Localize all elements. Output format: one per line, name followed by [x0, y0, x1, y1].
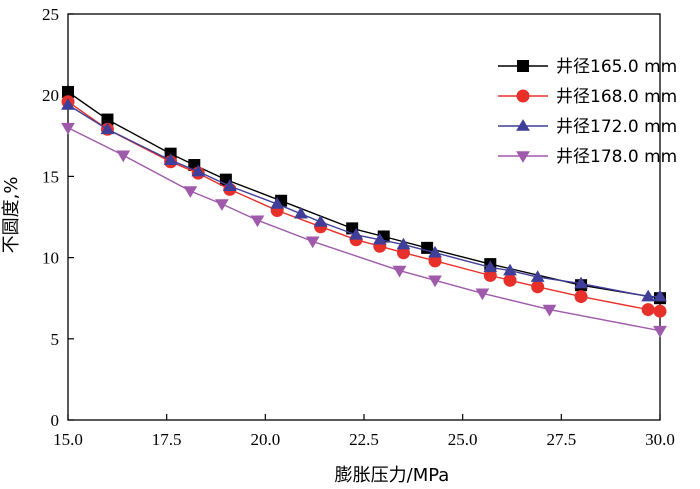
- data-point-triangle-up: [222, 179, 237, 191]
- x-tick-label: 25.0: [448, 430, 478, 449]
- data-point-triangle-up: [503, 263, 517, 276]
- y-tick-label: 5: [51, 330, 60, 349]
- y-tick-label: 20: [42, 86, 59, 105]
- data-point-triangle-down: [183, 186, 198, 198]
- data-point-triangle-down: [215, 199, 229, 211]
- y-axis-title: 不圆度,%: [1, 177, 22, 254]
- series-line: [67, 104, 660, 298]
- series-4: [61, 122, 667, 338]
- data-point-triangle-up: [191, 164, 206, 177]
- legend-label: 井径178.0 mm: [556, 147, 677, 167]
- y-tick-label: 10: [42, 249, 59, 268]
- data-point-circle: [516, 89, 530, 103]
- data-point-triangle-up: [349, 227, 364, 240]
- data-point-triangle-down: [653, 325, 667, 338]
- data-point-circle: [641, 303, 655, 317]
- x-tick-label: 17.5: [152, 430, 182, 449]
- data-point-circle: [396, 246, 410, 260]
- data-point-circle: [574, 290, 588, 304]
- x-tick-label: 22.5: [349, 430, 379, 449]
- data-point-triangle-up: [653, 289, 667, 302]
- legend: 井径165.0 mm 井径168.0 mm 井径172.0 mm 井径178.0 mm: [498, 57, 677, 167]
- data-point-triangle-up: [61, 98, 75, 110]
- data-point-triangle-down: [428, 275, 442, 288]
- data-point-circle: [483, 268, 497, 282]
- data-point-triangle-up: [396, 237, 411, 250]
- data-point-triangle-up: [641, 289, 656, 302]
- data-point-triangle-up: [530, 270, 545, 282]
- y-tick-label: 0: [51, 411, 60, 430]
- x-tick-label: 20.0: [250, 430, 280, 449]
- x-axis-title: 膨胀压力/MPa: [335, 465, 450, 486]
- series-layer: [61, 85, 667, 338]
- data-point-triangle-down: [250, 215, 265, 228]
- data-point-square: [62, 85, 74, 98]
- data-point-triangle-up: [483, 260, 498, 273]
- series-line: [67, 91, 661, 299]
- data-point-circle: [428, 254, 442, 268]
- data-point-triangle-up: [428, 245, 442, 258]
- data-point-triangle-down: [116, 150, 131, 163]
- legend-label: 井径165.0 mm: [556, 57, 677, 77]
- data-point-triangle-down: [542, 304, 557, 317]
- x-tick-label: 30.0: [645, 430, 675, 449]
- data-point-circle: [653, 304, 667, 318]
- axes: 15.0 17.5 20.0 22.5 25.0 27.5 30.0 0 5 10 15 20 25: [42, 5, 675, 449]
- x-tick-label: 15.0: [53, 430, 83, 449]
- y-tick-label: 15: [42, 167, 59, 186]
- legend-label: 井径172.0 mm: [556, 117, 677, 137]
- data-point-triangle-down: [61, 122, 75, 135]
- legend-label: 井径168.0 mm: [556, 87, 677, 107]
- data-point-circle: [531, 280, 545, 294]
- legend-entry: 井径168.0 mm: [498, 87, 677, 107]
- data-point-triangle-down: [392, 265, 407, 278]
- data-point-triangle-down: [516, 151, 530, 163]
- data-point-triangle-up: [372, 232, 387, 245]
- data-point-circle: [503, 273, 517, 287]
- x-tick-label: 27.5: [546, 430, 576, 449]
- series-2: [61, 95, 667, 318]
- legend-entry: 井径178.0 mm: [498, 147, 677, 167]
- series-3: [61, 98, 667, 302]
- y-tick-label: 25: [42, 5, 59, 24]
- legend-entry: 井径172.0 mm: [498, 117, 677, 137]
- data-point-triangle-down: [475, 288, 490, 301]
- data-point-square: [101, 113, 114, 126]
- data-point-square: [517, 60, 529, 72]
- data-point-triangle-down: [305, 236, 320, 249]
- data-point-triangle-up: [270, 197, 285, 209]
- data-point-triangle-up: [100, 122, 115, 135]
- data-point-triangle-up: [516, 119, 530, 131]
- data-point-triangle-up: [313, 214, 328, 227]
- legend-entry: 井径165.0 mm: [498, 57, 677, 77]
- data-point-triangle-up: [163, 153, 178, 165]
- data-point-triangle-up: [293, 206, 308, 219]
- data-point-triangle-up: [574, 276, 588, 289]
